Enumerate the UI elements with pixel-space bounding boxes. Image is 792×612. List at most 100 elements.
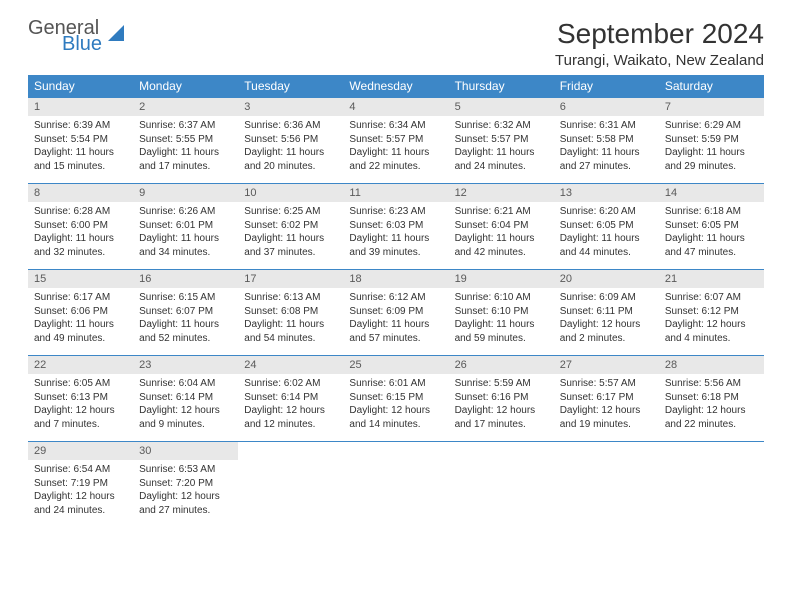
sunset-text: Sunset: 6:12 PM (665, 305, 758, 319)
daylight-line2: and 49 minutes. (34, 332, 127, 346)
sunset-text: Sunset: 5:57 PM (455, 133, 548, 147)
sunrise-text: Sunrise: 6:32 AM (455, 119, 548, 133)
daylight-line2: and 12 minutes. (244, 418, 337, 432)
day-number: 30 (133, 442, 238, 460)
daylight-line2: and 22 minutes. (665, 418, 758, 432)
day-cell: 26Sunrise: 5:59 AMSunset: 6:16 PMDayligh… (449, 356, 554, 442)
sunset-text: Sunset: 5:56 PM (244, 133, 337, 147)
daylight-line1: Daylight: 11 hours (455, 232, 548, 246)
sunrise-text: Sunrise: 6:09 AM (560, 291, 653, 305)
location: Turangi, Waikato, New Zealand (555, 52, 764, 69)
calendar-header-row: Sunday Monday Tuesday Wednesday Thursday… (28, 75, 764, 98)
sunrise-text: Sunrise: 6:31 AM (560, 119, 653, 133)
sunset-text: Sunset: 6:13 PM (34, 391, 127, 405)
day-cell: 28Sunrise: 5:56 AMSunset: 6:18 PMDayligh… (659, 356, 764, 442)
sunset-text: Sunset: 6:11 PM (560, 305, 653, 319)
day-content: Sunrise: 6:25 AMSunset: 6:02 PMDaylight:… (238, 202, 343, 265)
sunset-text: Sunset: 6:00 PM (34, 219, 127, 233)
day-number: 8 (28, 184, 133, 202)
col-wednesday: Wednesday (343, 75, 448, 98)
day-cell: 17Sunrise: 6:13 AMSunset: 6:08 PMDayligh… (238, 270, 343, 356)
sunset-text: Sunset: 7:19 PM (34, 477, 127, 491)
daylight-line1: Daylight: 11 hours (349, 232, 442, 246)
day-number: 5 (449, 98, 554, 116)
daylight-line2: and 4 minutes. (665, 332, 758, 346)
col-sunday: Sunday (28, 75, 133, 98)
day-cell: 4Sunrise: 6:34 AMSunset: 5:57 PMDaylight… (343, 98, 448, 184)
sunrise-text: Sunrise: 6:36 AM (244, 119, 337, 133)
day-content: Sunrise: 6:29 AMSunset: 5:59 PMDaylight:… (659, 116, 764, 179)
sunrise-text: Sunrise: 5:57 AM (560, 377, 653, 391)
day-cell: 27Sunrise: 5:57 AMSunset: 6:17 PMDayligh… (554, 356, 659, 442)
sunrise-text: Sunrise: 6:25 AM (244, 205, 337, 219)
sunrise-text: Sunrise: 6:12 AM (349, 291, 442, 305)
sunset-text: Sunset: 6:05 PM (560, 219, 653, 233)
day-cell: 21Sunrise: 6:07 AMSunset: 6:12 PMDayligh… (659, 270, 764, 356)
daylight-line1: Daylight: 12 hours (349, 404, 442, 418)
sunset-text: Sunset: 6:09 PM (349, 305, 442, 319)
daylight-line1: Daylight: 11 hours (139, 146, 232, 160)
day-cell: 10Sunrise: 6:25 AMSunset: 6:02 PMDayligh… (238, 184, 343, 270)
sunset-text: Sunset: 6:02 PM (244, 219, 337, 233)
daylight-line2: and 24 minutes. (34, 504, 127, 518)
day-content: Sunrise: 6:04 AMSunset: 6:14 PMDaylight:… (133, 374, 238, 437)
col-monday: Monday (133, 75, 238, 98)
daylight-line1: Daylight: 11 hours (349, 318, 442, 332)
sunset-text: Sunset: 6:01 PM (139, 219, 232, 233)
day-number: 11 (343, 184, 448, 202)
day-content: Sunrise: 6:18 AMSunset: 6:05 PMDaylight:… (659, 202, 764, 265)
day-content: Sunrise: 6:02 AMSunset: 6:14 PMDaylight:… (238, 374, 343, 437)
day-content: Sunrise: 6:37 AMSunset: 5:55 PMDaylight:… (133, 116, 238, 179)
sunrise-text: Sunrise: 6:39 AM (34, 119, 127, 133)
day-cell: 19Sunrise: 6:10 AMSunset: 6:10 PMDayligh… (449, 270, 554, 356)
daylight-line2: and 47 minutes. (665, 246, 758, 260)
day-cell: 30Sunrise: 6:53 AMSunset: 7:20 PMDayligh… (133, 442, 238, 528)
day-number: 22 (28, 356, 133, 374)
sunset-text: Sunset: 6:03 PM (349, 219, 442, 233)
daylight-line1: Daylight: 11 hours (244, 318, 337, 332)
sunrise-text: Sunrise: 6:15 AM (139, 291, 232, 305)
daylight-line2: and 19 minutes. (560, 418, 653, 432)
day-number: 13 (554, 184, 659, 202)
sunrise-text: Sunrise: 6:04 AM (139, 377, 232, 391)
daylight-line1: Daylight: 12 hours (560, 404, 653, 418)
sunrise-text: Sunrise: 6:21 AM (455, 205, 548, 219)
day-content: Sunrise: 6:05 AMSunset: 6:13 PMDaylight:… (28, 374, 133, 437)
sunset-text: Sunset: 6:16 PM (455, 391, 548, 405)
day-content: Sunrise: 6:53 AMSunset: 7:20 PMDaylight:… (133, 460, 238, 523)
daylight-line1: Daylight: 12 hours (139, 490, 232, 504)
day-number: 15 (28, 270, 133, 288)
sunrise-text: Sunrise: 6:01 AM (349, 377, 442, 391)
daylight-line2: and 22 minutes. (349, 160, 442, 174)
sunset-text: Sunset: 6:05 PM (665, 219, 758, 233)
day-number: 19 (449, 270, 554, 288)
logo: General Blue (28, 18, 128, 54)
daylight-line1: Daylight: 11 hours (139, 318, 232, 332)
day-number: 9 (133, 184, 238, 202)
day-number: 29 (28, 442, 133, 460)
sunrise-text: Sunrise: 6:37 AM (139, 119, 232, 133)
daylight-line1: Daylight: 11 hours (665, 146, 758, 160)
day-cell: 25Sunrise: 6:01 AMSunset: 6:15 PMDayligh… (343, 356, 448, 442)
day-content: Sunrise: 6:20 AMSunset: 6:05 PMDaylight:… (554, 202, 659, 265)
day-number: 24 (238, 356, 343, 374)
sunrise-text: Sunrise: 5:59 AM (455, 377, 548, 391)
day-cell: 11Sunrise: 6:23 AMSunset: 6:03 PMDayligh… (343, 184, 448, 270)
daylight-line2: and 39 minutes. (349, 246, 442, 260)
logo-sail-icon (106, 23, 128, 50)
day-cell: 3Sunrise: 6:36 AMSunset: 5:56 PMDaylight… (238, 98, 343, 184)
day-cell: 18Sunrise: 6:12 AMSunset: 6:09 PMDayligh… (343, 270, 448, 356)
day-cell (449, 442, 554, 528)
daylight-line1: Daylight: 11 hours (34, 318, 127, 332)
daylight-line1: Daylight: 12 hours (665, 404, 758, 418)
daylight-line2: and 34 minutes. (139, 246, 232, 260)
calendar-table: Sunday Monday Tuesday Wednesday Thursday… (28, 75, 764, 528)
daylight-line2: and 17 minutes. (139, 160, 232, 174)
sunset-text: Sunset: 6:15 PM (349, 391, 442, 405)
daylight-line1: Daylight: 11 hours (34, 232, 127, 246)
day-cell: 22Sunrise: 6:05 AMSunset: 6:13 PMDayligh… (28, 356, 133, 442)
daylight-line1: Daylight: 12 hours (34, 404, 127, 418)
daylight-line1: Daylight: 12 hours (34, 490, 127, 504)
sunrise-text: Sunrise: 6:54 AM (34, 463, 127, 477)
day-content: Sunrise: 6:15 AMSunset: 6:07 PMDaylight:… (133, 288, 238, 351)
